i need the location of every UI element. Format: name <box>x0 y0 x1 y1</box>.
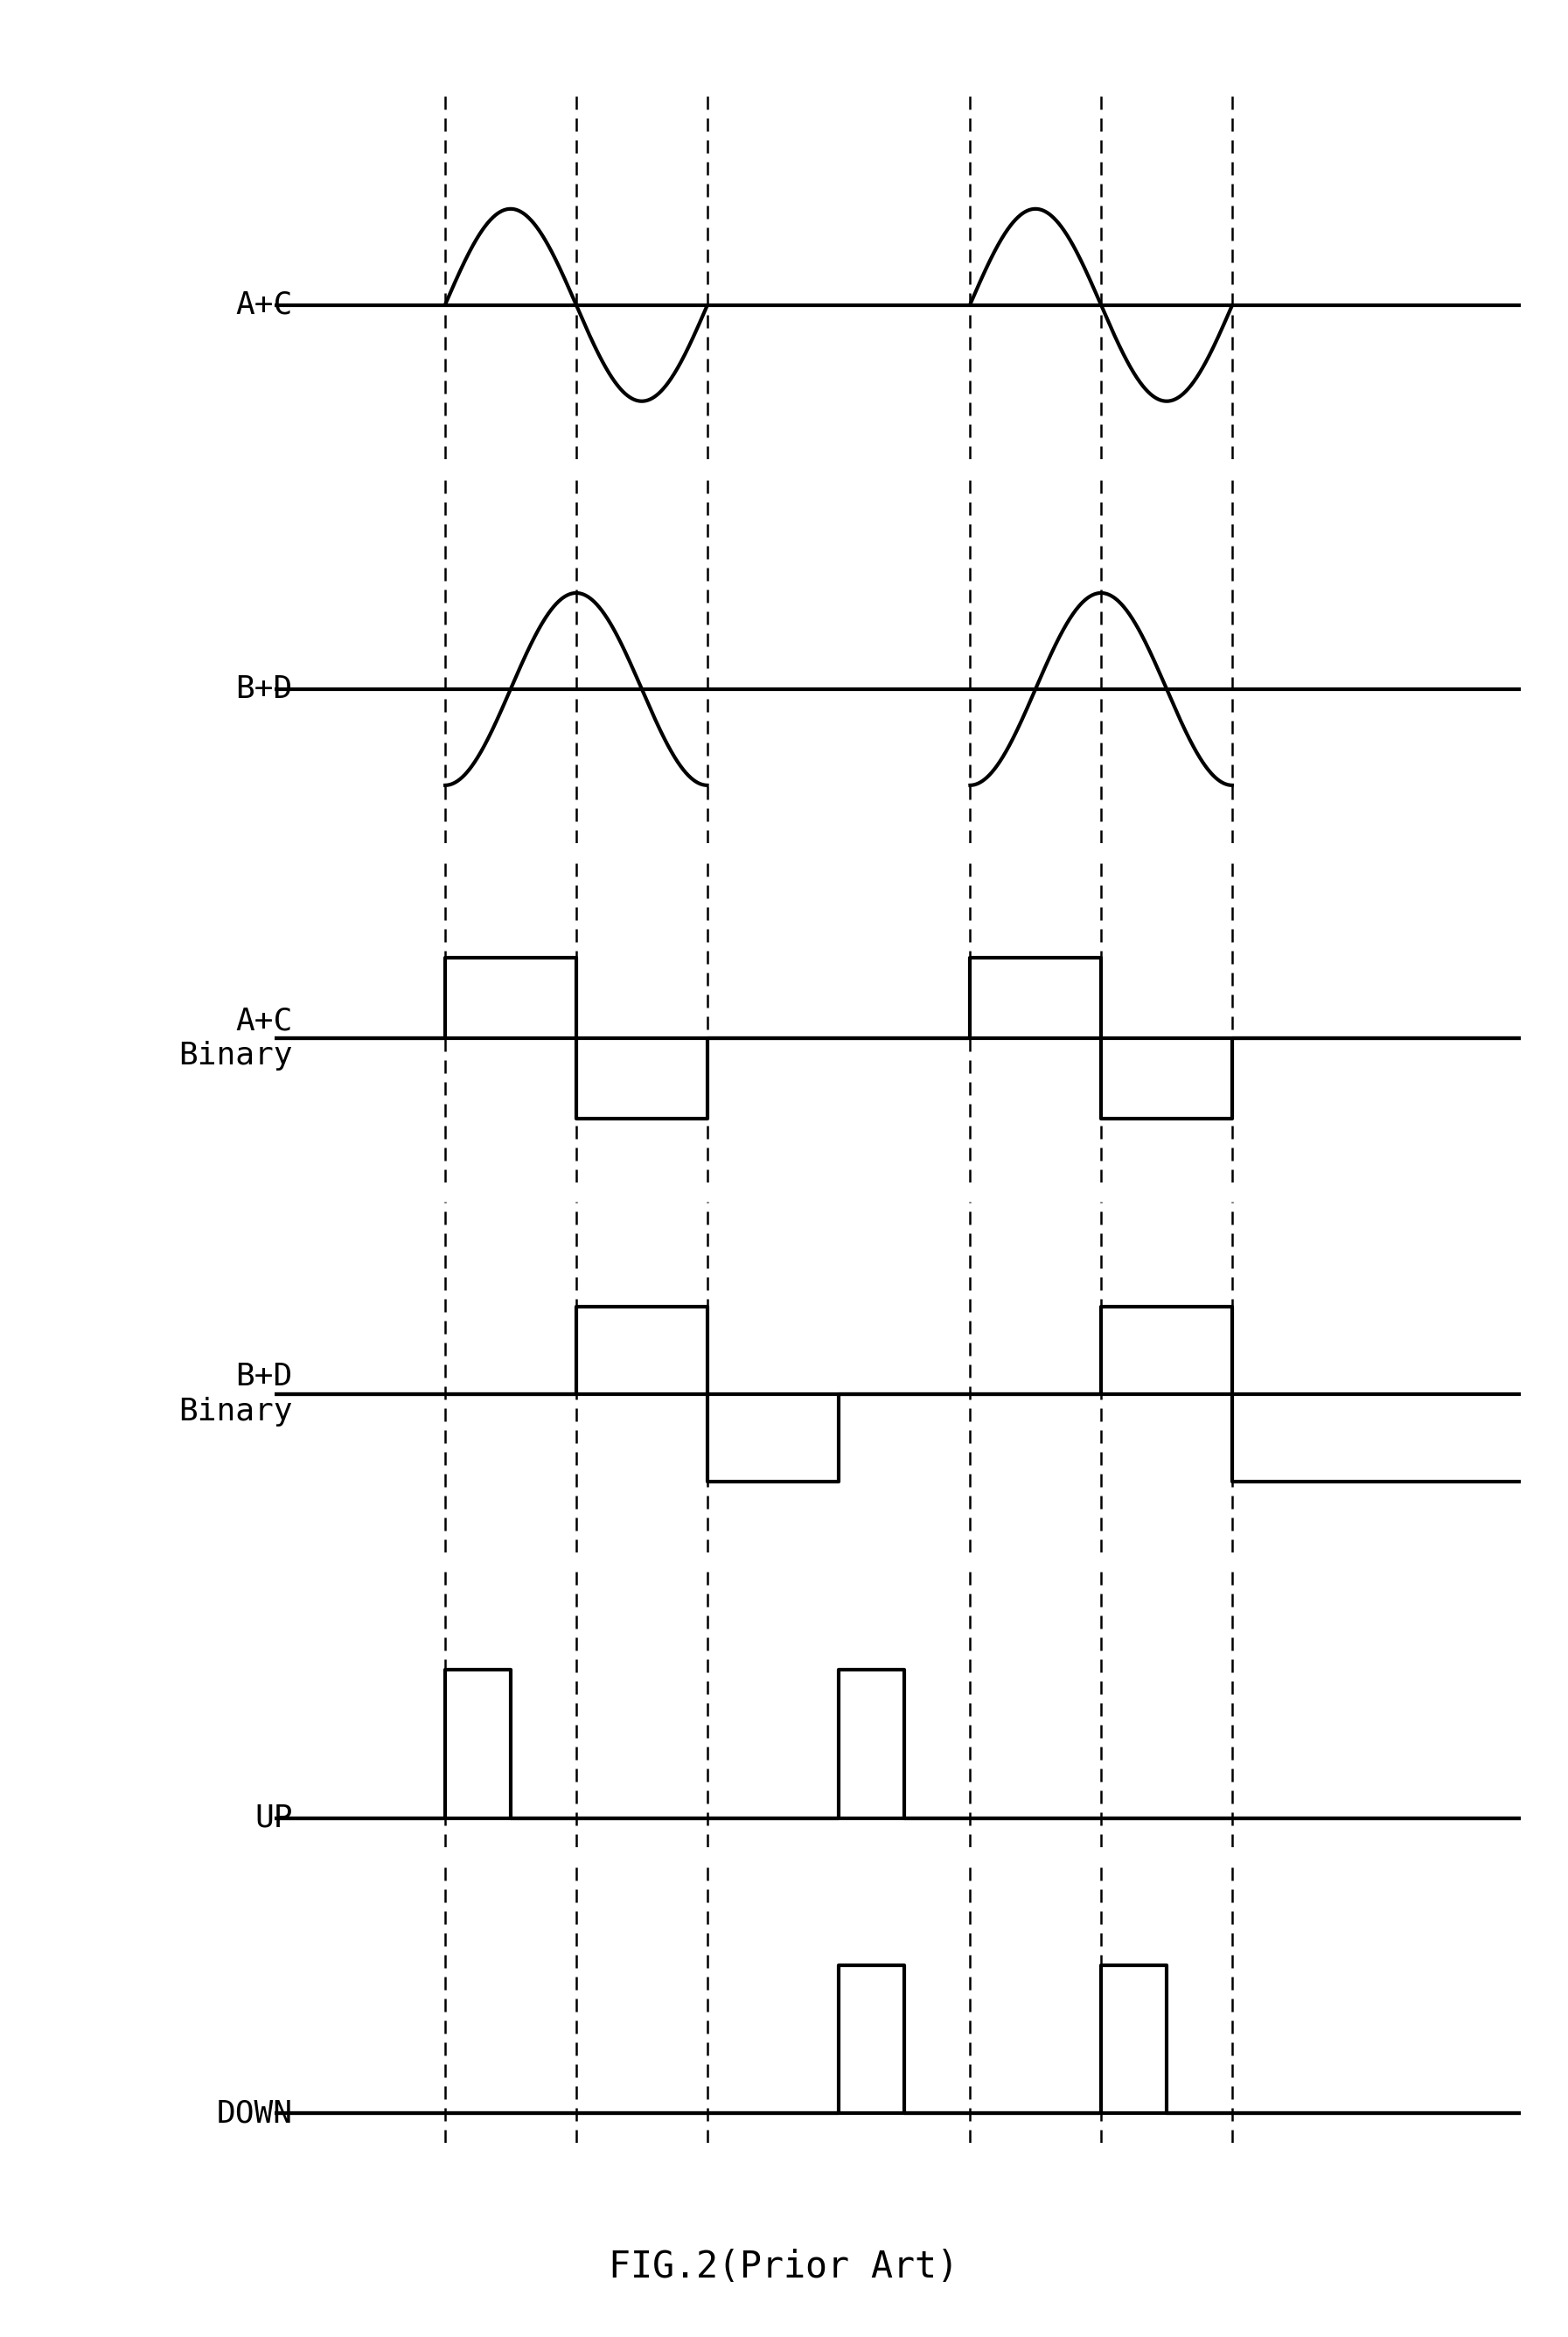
Text: A+C: A+C <box>235 290 293 320</box>
Text: DOWN: DOWN <box>216 2099 293 2129</box>
Text: UP: UP <box>254 1804 293 1832</box>
Text: B+D
Binary: B+D Binary <box>179 1362 293 1426</box>
Text: A+C
Binary: A+C Binary <box>179 1007 293 1070</box>
Text: B+D: B+D <box>235 675 293 703</box>
Text: FIG.2(Prior Art): FIG.2(Prior Art) <box>608 2248 960 2286</box>
